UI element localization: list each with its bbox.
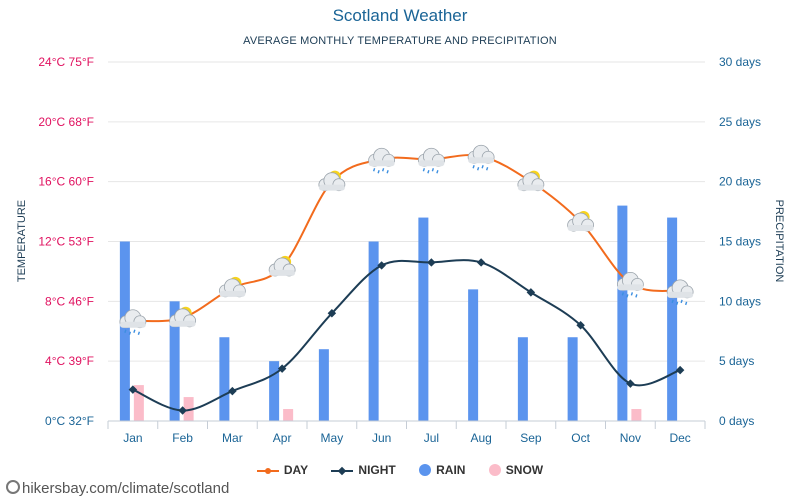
- legend-item-day[interactable]: DAY: [256, 463, 309, 477]
- right-tick-label: 0 days: [719, 414, 754, 428]
- month-label: Aug: [470, 431, 491, 445]
- right-tick-label: 10 days: [719, 294, 761, 308]
- left-axis-title: TEMPERATURE: [16, 200, 28, 282]
- night-point: [327, 309, 337, 318]
- month-label: Dec: [669, 431, 690, 445]
- night-point: [427, 258, 436, 267]
- rain-bar: [318, 349, 329, 421]
- snow-bar: [283, 409, 294, 421]
- snow-bar: [183, 397, 194, 421]
- month-label: Apr: [273, 431, 292, 445]
- month-label: Oct: [571, 431, 590, 445]
- cloud-rain-icon: [666, 279, 694, 306]
- rain-bar: [219, 337, 230, 421]
- night-point: [178, 406, 187, 415]
- right-tick-label: 30 days: [719, 55, 761, 69]
- night-point: [377, 261, 386, 270]
- legend-snow-dot-icon: [488, 464, 501, 476]
- month-label: Jun: [372, 431, 391, 445]
- legend-label-snow: SNOW: [505, 463, 544, 477]
- left-tick-label: 8°C 46°F: [45, 294, 94, 308]
- rain-bar: [617, 205, 628, 421]
- legend-item-rain[interactable]: RAIN: [419, 463, 465, 477]
- rain-bar: [567, 337, 578, 421]
- left-tick-label: 20°C 68°F: [38, 115, 94, 129]
- left-tick-label: 16°C 60°F: [38, 175, 94, 189]
- rain-bar: [269, 361, 280, 421]
- right-tick-label: 20 days: [719, 175, 761, 189]
- month-label: Jul: [424, 431, 439, 445]
- night-point: [476, 258, 486, 267]
- cloud-sun-icon: [318, 170, 346, 192]
- rain-bar: [468, 289, 479, 421]
- left-tick-label: 12°C 53°F: [38, 235, 94, 249]
- right-tick-label: 15 days: [719, 235, 761, 249]
- watermark-link[interactable]: hikersbay.com/climate/scotland: [6, 480, 229, 497]
- legend-item-night[interactable]: NIGHT: [331, 463, 396, 477]
- rain-bar: [667, 217, 678, 421]
- right-axis-title: PRECIPITATION: [773, 200, 785, 283]
- month-label: Jan: [123, 431, 142, 445]
- month-label: May: [321, 431, 344, 445]
- right-tick-label: 5 days: [719, 354, 754, 368]
- legend-day-line-icon: [256, 468, 279, 474]
- chart-subtitle: AVERAGE MONTHLY TEMPERATURE AND PRECIPIT…: [243, 35, 557, 47]
- left-tick-label: 0°C 32°F: [45, 414, 94, 428]
- cloud-rain-icon: [417, 147, 445, 174]
- weather-chart: 0°C 32°F 0 days 4°C 39°F 5 days 8°C 46°F 10 d…: [16, 55, 785, 445]
- night-point: [526, 288, 536, 297]
- chart-title: Scotland Weather: [332, 6, 468, 25]
- night-point: [277, 364, 287, 373]
- legend-label-night: NIGHT: [358, 463, 396, 477]
- cloud-rain-icon: [616, 271, 644, 298]
- night-point: [626, 379, 635, 388]
- left-tick-label: 24°C 75°F: [38, 55, 94, 69]
- cloud-rain-icon: [467, 144, 495, 171]
- legend-label-rain: RAIN: [436, 463, 466, 477]
- cloud-sun-icon: [218, 276, 246, 298]
- night-point: [228, 386, 237, 396]
- night-point: [675, 365, 685, 375]
- watermark-text: hikersbay.com/climate/scotland: [22, 480, 230, 497]
- cloud-rain-icon: [119, 309, 147, 336]
- night-point: [128, 385, 138, 394]
- snow-bar: [133, 385, 144, 421]
- rain-bar: [418, 217, 429, 421]
- legend-night-line-icon: [331, 466, 354, 476]
- legend-rain-dot-icon: [419, 464, 432, 476]
- night-temperature-line: [132, 259, 681, 412]
- cloud-sun-icon: [517, 170, 545, 192]
- rain-bar: [169, 301, 180, 421]
- right-tick-label: 25 days: [719, 115, 761, 129]
- day-temperature-line: [132, 154, 681, 323]
- legend-label-day: DAY: [283, 463, 309, 477]
- month-label: Mar: [222, 431, 243, 445]
- cloud-rain-icon: [368, 147, 396, 174]
- month-label: Feb: [172, 431, 193, 445]
- snow-bar: [631, 409, 642, 421]
- month-label: Sep: [520, 431, 542, 445]
- cloud-sun-icon: [268, 255, 296, 277]
- cloud-sun-icon: [567, 211, 595, 232]
- night-point: [576, 321, 585, 330]
- chart-legend: DAY NIGHT RAIN SNOW: [0, 463, 800, 477]
- legend-item-snow[interactable]: SNOW: [488, 463, 544, 477]
- location-pin-icon: [6, 480, 20, 494]
- left-tick-label: 4°C 39°F: [45, 354, 94, 368]
- rain-bar: [368, 241, 379, 421]
- rain-bar: [517, 337, 528, 421]
- month-label: Nov: [620, 431, 641, 445]
- cloud-sun-icon: [169, 306, 197, 328]
